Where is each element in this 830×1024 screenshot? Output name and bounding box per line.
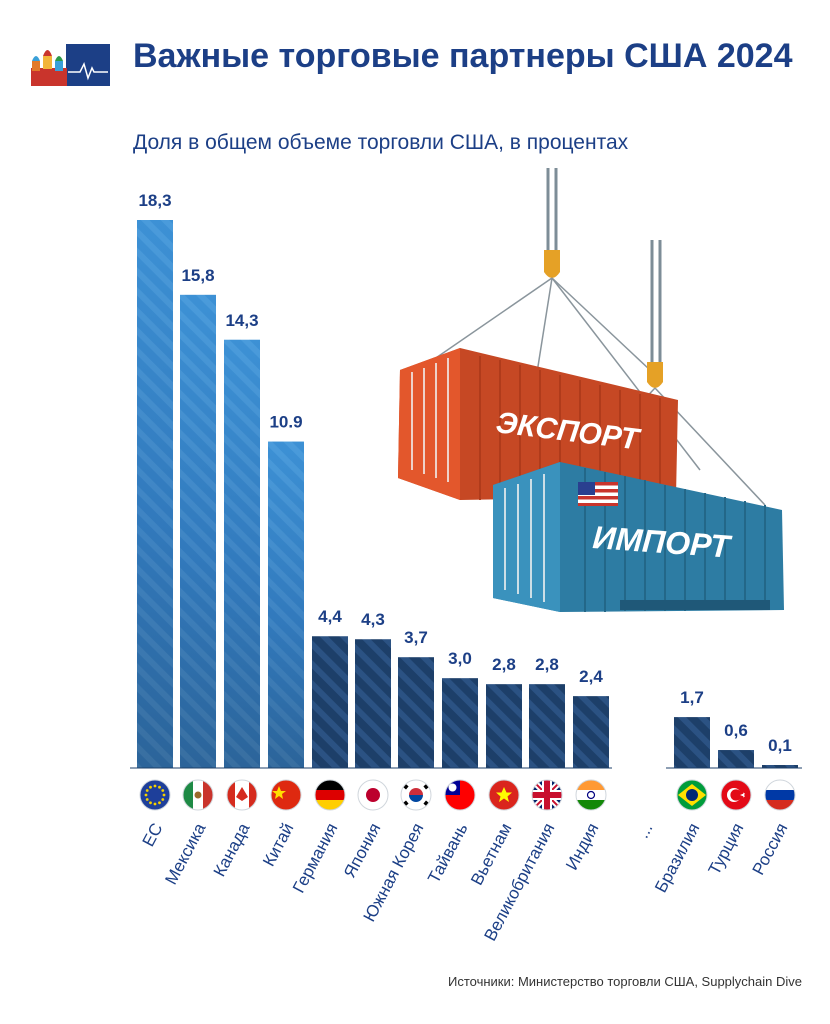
category-label-индия: Индия [562,820,602,873]
bar-тайвань [442,678,478,768]
bar-shade-мексика [180,294,216,768]
flag-in-icon [575,779,607,811]
category-label-мексика: Мексика [161,819,209,887]
value-label-россия: 0,1 [768,736,792,755]
bar-великобритания [529,684,565,768]
flag-ru-icon [764,779,796,811]
flag-vn-icon [488,779,520,811]
value-label-канада: 14,3 [225,311,258,330]
bar-вьетнам [486,684,522,768]
value-label-ес: 18,3 [138,191,171,210]
flag-tr-icon [720,779,752,811]
flag-eu-icon [139,779,171,811]
bar-shade-китай [268,441,304,768]
category-label-ес: ЕС [139,820,167,850]
category-label-турция: Турция [705,820,748,878]
flag-de-icon [314,779,346,811]
value-label-южная-корея: 3,7 [404,628,428,647]
source-note: Источники: Министерство торговли США, Su… [447,974,802,989]
category-label-канада: Канада [210,819,254,879]
flag-ca-icon [226,779,258,811]
bar-shade-канада [224,339,260,768]
flag-kr-icon [400,779,432,811]
category-label-китай: Китай [259,820,297,869]
value-label-германия: 4,4 [318,607,342,626]
page-subtitle: Доля в общем объеме торговли США, в проц… [133,131,629,154]
flag-gb-icon [531,779,563,811]
category-label-тайвань: Тайвань [424,820,471,887]
flags-row [139,779,796,811]
value-label-турция: 0,6 [724,721,748,740]
bar-shade-ес [137,220,173,768]
bar-южная-корея [398,657,434,768]
flag-jp-icon [357,779,389,811]
flag-cn-icon [270,779,302,811]
bars-layer: 18,3 15,8 14,3 10.9 4,4 4,3 3,7 3,0 2,8 2,8 2,4 1,7… [137,191,798,768]
import-container: ИМПОРТ [493,462,784,612]
bar-япония [355,639,391,768]
value-label-великобритания: 2,8 [535,655,559,674]
value-label-индия: 2,4 [579,667,603,686]
value-label-бразилия: 1,7 [680,688,704,707]
bar-бразилия [674,717,710,768]
value-label-вьетнам: 2,8 [492,655,516,674]
value-label-тайвань: 3,0 [448,649,472,668]
value-label-китай: 10.9 [269,413,302,432]
bar-россия [762,765,798,768]
category-label-вьетнам: Вьетнам [467,820,515,888]
flag-mx-icon [182,779,214,811]
value-label-япония: 4,3 [361,610,385,629]
category-label-германия: Германия [289,820,342,896]
us-flag-icon [578,482,618,506]
logo [28,44,110,86]
category-label-япония: Япония [340,820,384,881]
bar-германия [312,636,348,768]
value-label-мексика: 15,8 [181,266,214,285]
category-label-россия: Россия [749,820,792,878]
flag-tw-icon [444,779,476,811]
page-title: Важные торговые партнеры США 2024 [133,37,793,75]
category-label-ellipsis: ... [633,820,656,841]
bar-индия [573,696,609,768]
bar-турция [718,750,754,768]
category-label-бразилия: Бразилия [651,820,703,896]
flag-br-icon [676,779,708,811]
